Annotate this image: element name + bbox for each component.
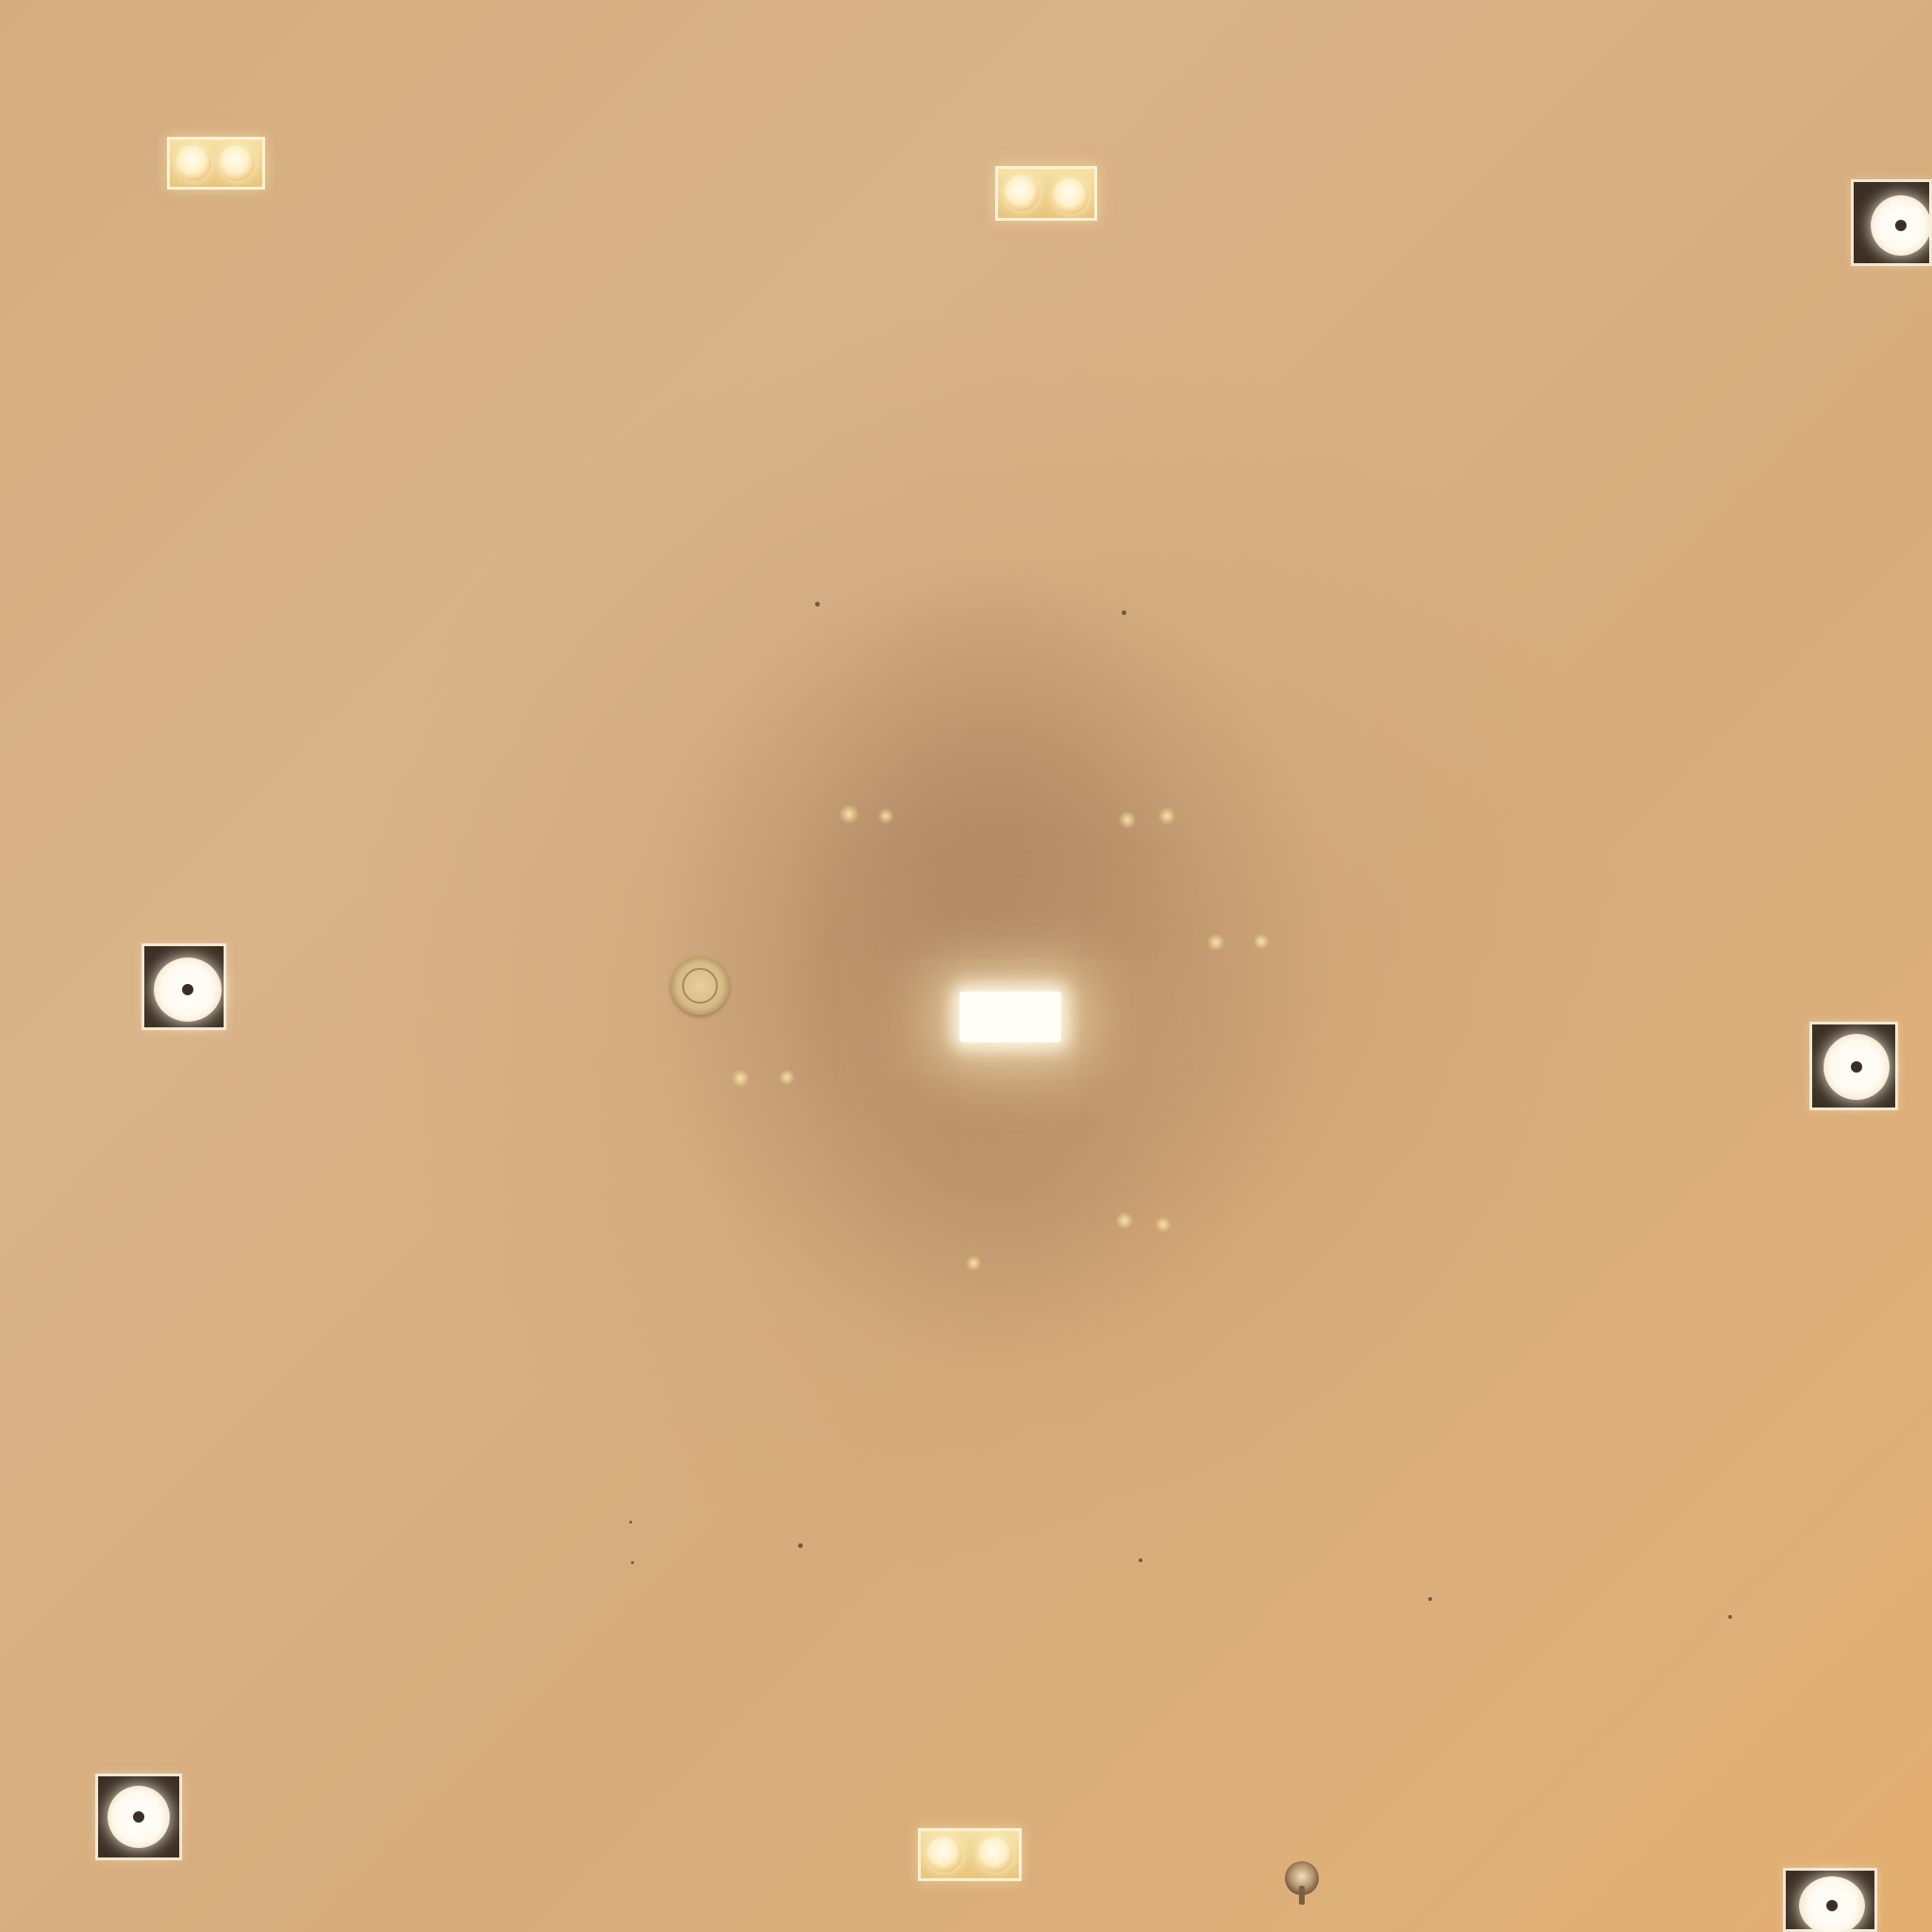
downlight-center [1851, 1061, 1862, 1073]
ceiling-speck [1728, 1615, 1732, 1619]
bulb-right [1053, 178, 1089, 214]
ceiling-speck [1428, 1597, 1432, 1601]
twin-spotlight-top-center [995, 166, 1097, 221]
downlight-lens [1824, 1034, 1890, 1100]
lens-flare [1119, 811, 1136, 828]
bulb-left [926, 1837, 962, 1873]
ceiling-speck [798, 1543, 803, 1548]
ceiling-speck [1139, 1558, 1142, 1562]
sprinkler-stem [1299, 1886, 1305, 1905]
downlight-lens [108, 1786, 170, 1848]
bulb-right [977, 1837, 1013, 1873]
downlight-bottom-right [1783, 1868, 1877, 1932]
central-panel-light [959, 991, 1061, 1042]
ceiling-speck [1122, 610, 1126, 615]
lens-flare [1208, 934, 1224, 951]
lens-flare [779, 1070, 794, 1085]
downlight-left [142, 943, 226, 1030]
bulb-left [175, 145, 211, 181]
ceiling-speck [629, 1521, 632, 1524]
bulb-left [1004, 175, 1040, 211]
downlight-center [1895, 220, 1907, 231]
downlight-right [1809, 1022, 1898, 1110]
downlight-center [182, 984, 193, 995]
bulb-right [219, 145, 255, 181]
downlight-lens [1871, 195, 1931, 256]
lens-flare [1156, 1217, 1171, 1232]
downlight-center [133, 1811, 144, 1823]
lens-flare [878, 808, 893, 824]
lens-flare [1254, 934, 1269, 949]
twin-spotlight-bottom-center [918, 1828, 1022, 1881]
smoke-detector [671, 957, 729, 1015]
ceiling-speck [815, 602, 820, 607]
downlight-lens [1799, 1876, 1865, 1932]
downlight-top-right [1851, 179, 1932, 266]
downlight-bottom-left [95, 1774, 182, 1860]
lens-flare [1116, 1212, 1133, 1229]
twin-spotlight-top-left [167, 137, 265, 190]
ceiling-shadow [774, 566, 1208, 1340]
lens-flare [966, 1256, 981, 1271]
downlight-center [1826, 1900, 1838, 1911]
downlight-lens [154, 958, 222, 1022]
sprinkler-head [1285, 1861, 1319, 1905]
lens-flare [1158, 808, 1175, 824]
smoke-detector-ring [682, 968, 718, 1004]
lens-flare [840, 805, 858, 824]
lens-flare [732, 1070, 749, 1087]
ceiling-speck [631, 1561, 634, 1564]
